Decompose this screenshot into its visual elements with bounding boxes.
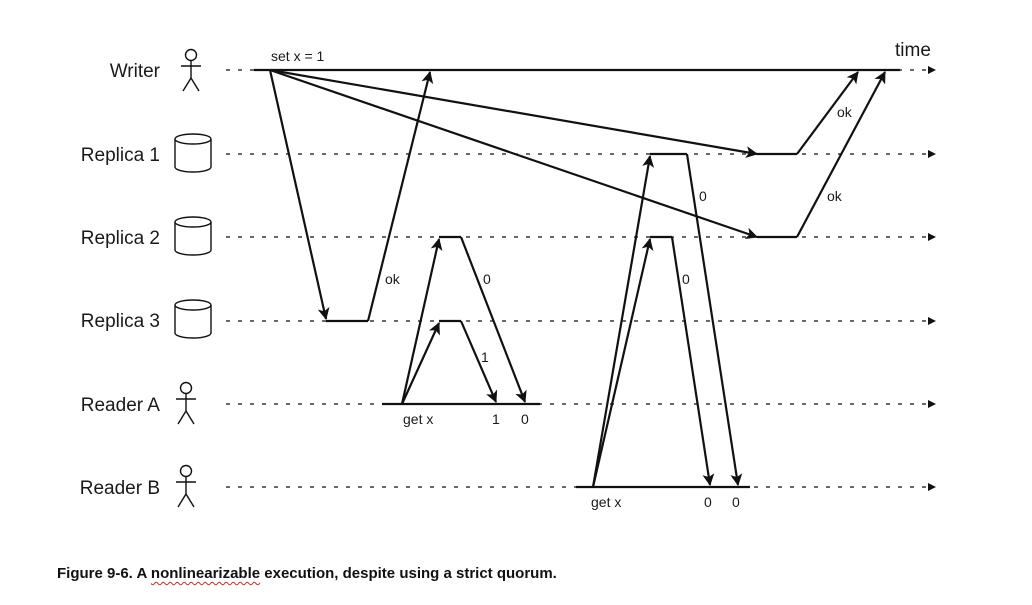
- readerA-response-from-replica3: [459, 320, 498, 403]
- timeline-arrowhead: [928, 317, 936, 325]
- caption-suffix: execution, despite using a strict quorum…: [260, 565, 557, 582]
- response-label-replica2-to-readerB: 0: [682, 271, 690, 287]
- lane-label-replica1: Replica 1: [81, 145, 160, 166]
- lane-label-replica3: Replica 3: [81, 311, 160, 332]
- ack-label-replica2: ok: [827, 188, 843, 204]
- timeline-arrowhead: [928, 400, 936, 408]
- readerA-result-value: 1: [492, 411, 500, 427]
- database-icon: [174, 133, 212, 173]
- ack-label-replica3: ok: [385, 271, 401, 287]
- caption-prefix: Figure 9-6. A: [57, 565, 151, 582]
- lane-label-readerA: Reader A: [81, 395, 161, 416]
- readerA-request-to-replica3: [400, 322, 441, 405]
- response-label-replica1-to-readerB: 0: [699, 188, 707, 204]
- lane-label-replica2: Replica 2: [81, 228, 160, 249]
- ack-label-replica1: ok: [837, 104, 853, 120]
- timeline-arrowhead: [928, 483, 936, 491]
- readerA-operation-label: get x: [403, 411, 433, 427]
- person-icon: [181, 48, 201, 92]
- response-label-replica3-to-readerA: 1: [481, 349, 489, 365]
- timeline-arrowhead: [928, 233, 936, 241]
- write-request-to-replica2: [269, 68, 758, 240]
- person-icon: [176, 381, 196, 425]
- write-request-to-replica1: [269, 68, 758, 159]
- timeline-arrowhead: [928, 150, 936, 158]
- readerA-request-to-replica2: [400, 238, 443, 405]
- ack-from-replica2: [796, 71, 886, 238]
- caption-spellcheck-word: nonlinearizable: [150, 565, 261, 582]
- time-axis-label: time: [895, 40, 931, 61]
- lane-label-writer: Writer: [110, 61, 161, 82]
- readerB-operation-label: get x: [591, 494, 621, 510]
- quorum-timing-diagram: time Writer Replica 1 Replica 2 Replica …: [80, 40, 936, 510]
- figure-caption: Figure 9-6. A nonlinearizable execution,…: [57, 565, 557, 582]
- readerB-response-from-replica2: [670, 236, 715, 486]
- timeline-arrowhead: [928, 66, 936, 74]
- ack-from-replica1: [796, 71, 859, 155]
- write-request-to-replica3: [268, 69, 330, 320]
- response-label-replica2-to-readerA: 0: [483, 271, 491, 287]
- readerB-result-value: 0: [704, 494, 712, 510]
- readerA-response-from-replica2: [459, 236, 527, 403]
- database-icon: [174, 216, 212, 256]
- readerB-request-to-replica2: [591, 238, 654, 488]
- readerB-response-from-replica1: [685, 153, 743, 486]
- readerB-result-value: 0: [732, 494, 740, 510]
- readerB-request-to-replica1: [591, 155, 655, 488]
- ack-from-replica3: [366, 71, 434, 322]
- database-icon: [174, 299, 212, 339]
- readerA-result-value: 0: [521, 411, 529, 427]
- write-operation-label: set x = 1: [271, 48, 325, 64]
- person-icon: [176, 464, 196, 508]
- lane-label-readerB: Reader B: [80, 478, 160, 499]
